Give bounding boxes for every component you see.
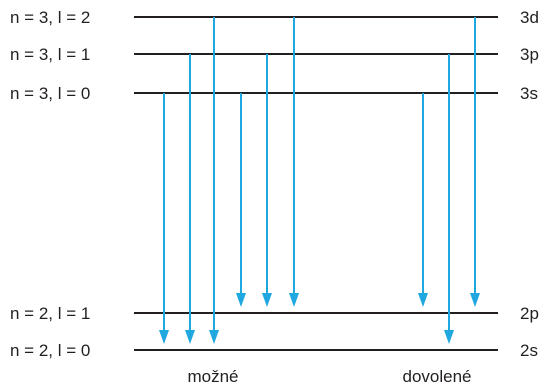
level-left-label-2p: n = 2, l = 1 — [10, 304, 90, 323]
level-right-label-3d: 3d — [520, 8, 539, 27]
transition-3p-2s-possible — [185, 54, 195, 344]
transition-3d-2p-allowed — [470, 17, 480, 307]
level-left-label-3s: n = 3, l = 0 — [10, 84, 90, 103]
level-left-label-3p: n = 3, l = 1 — [10, 45, 90, 64]
level-left-label-2s: n = 2, l = 0 — [10, 341, 90, 360]
transition-3p-2s-allowed — [444, 54, 454, 344]
transition-3d-2s-possible — [209, 17, 219, 344]
transition-group-allowed — [418, 17, 480, 344]
transition-3s-2s-possible — [159, 93, 169, 344]
transition-3s-2p-allowed — [418, 93, 428, 307]
caption-allowed: dovolené — [402, 367, 471, 386]
level-3d: n = 3, l = 2 3d — [10, 8, 539, 27]
level-3p: n = 3, l = 1 3p — [10, 45, 539, 64]
transition-3p-2p-possible — [262, 54, 272, 307]
transition-3d-2p-possible — [289, 17, 299, 307]
level-left-label-3d: n = 3, l = 2 — [10, 8, 90, 27]
level-right-label-3p: 3p — [520, 45, 539, 64]
level-right-label-3s: 3s — [520, 84, 538, 103]
level-3s: n = 3, l = 0 3s — [10, 84, 538, 103]
level-right-label-2s: 2s — [520, 341, 538, 360]
transition-3s-2p-possible — [236, 93, 246, 307]
level-2p: n = 2, l = 1 2p — [10, 304, 539, 323]
level-right-label-2p: 2p — [520, 304, 539, 323]
level-2s: n = 2, l = 0 2s — [10, 341, 538, 360]
transition-group-possible — [159, 17, 299, 344]
caption-possible: možné — [187, 367, 238, 386]
